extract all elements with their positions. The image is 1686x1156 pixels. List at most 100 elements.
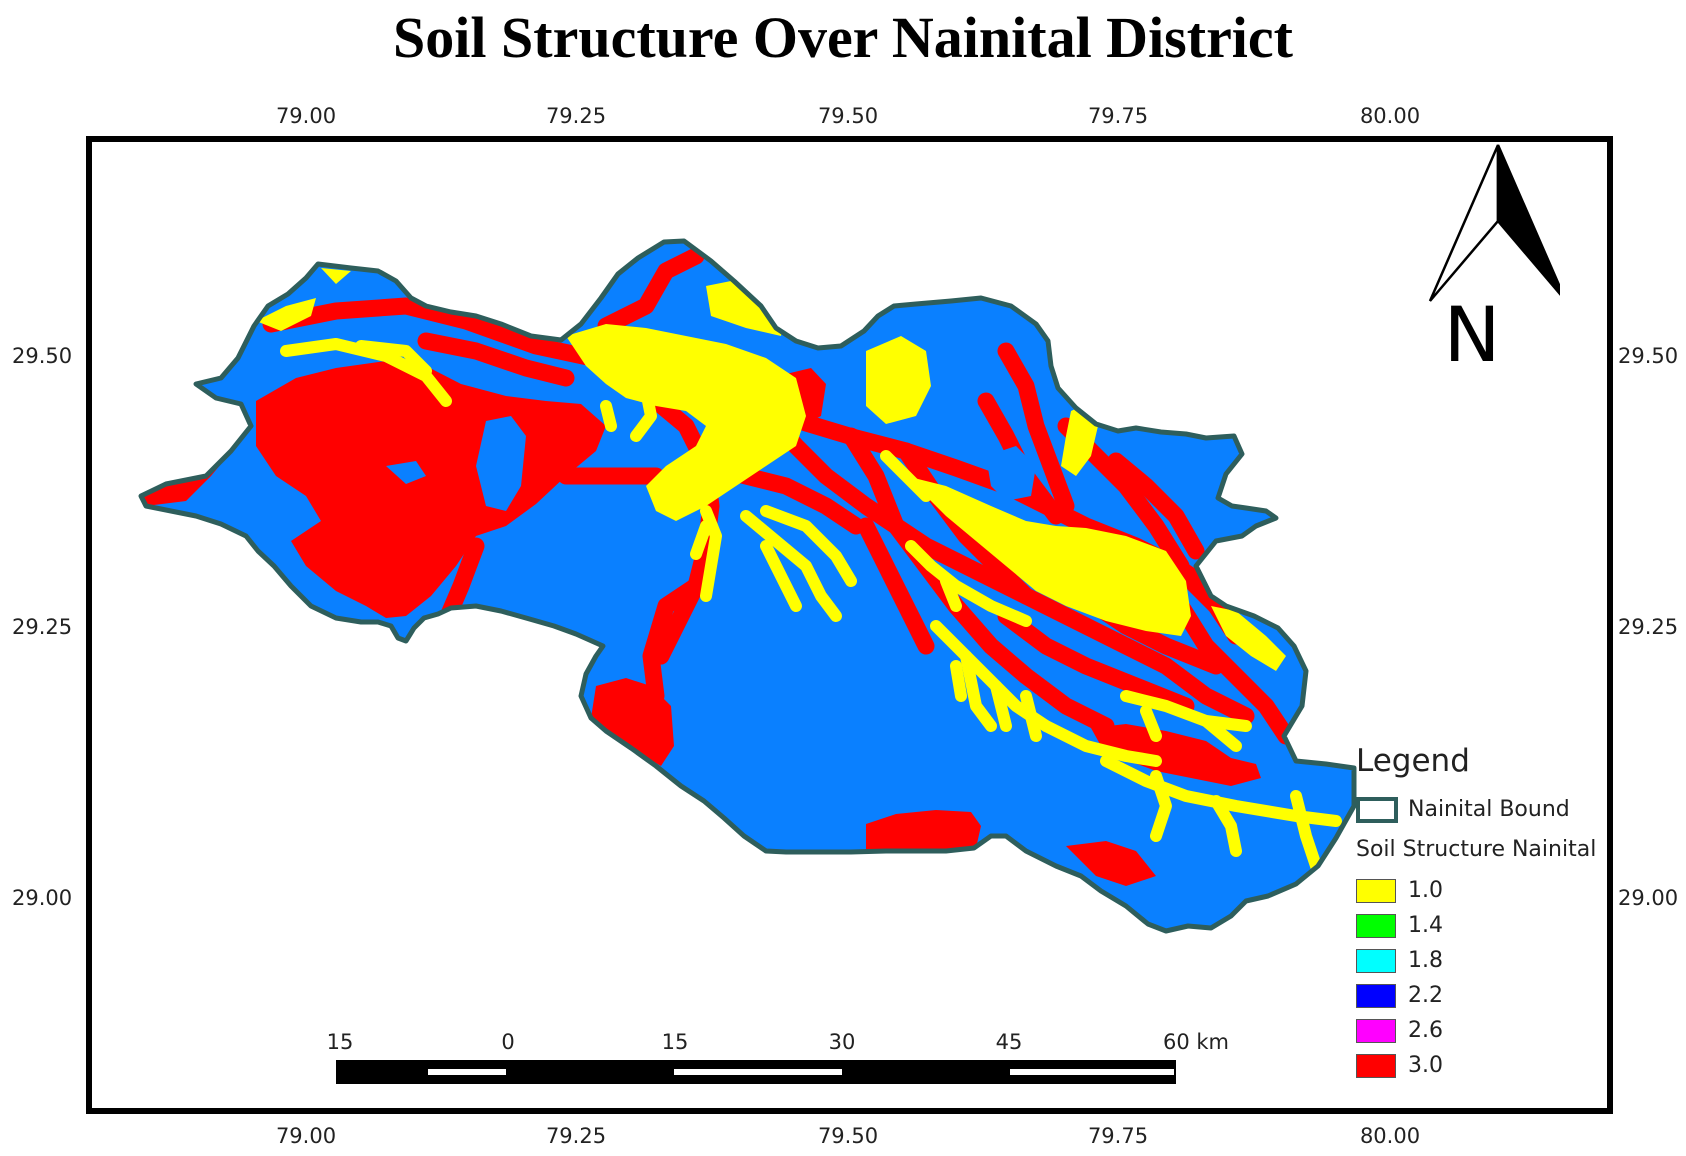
soil-class-1-area (321, 268, 351, 284)
soil-class-1-channel (940, 575, 962, 612)
soil-class-3-channel (447, 447, 495, 515)
scalebar-label: 60 km (1162, 1030, 1230, 1054)
north-arrow-right-half (1496, 144, 1560, 296)
district-boundary (138, 238, 1357, 934)
legend-class-label: 3.0 (1408, 1053, 1443, 1078)
soil-class-1-channel (600, 400, 617, 432)
soil-class-1-channel (950, 660, 967, 702)
soil-class-3-channel (857, 517, 935, 655)
scalebar-segment (428, 1062, 506, 1069)
legend-class-label: 2.2 (1408, 983, 1443, 1008)
legend-class-label: 2.6 (1408, 1018, 1443, 1043)
soil-class-3-channel (757, 402, 1255, 725)
scalebar-segment (674, 1075, 842, 1082)
x-tick-bottom: 79.25 (545, 1124, 607, 1148)
north-letter: N (1443, 290, 1501, 379)
legend-swatch (1356, 984, 1396, 1008)
soil-class-3-channel (417, 332, 575, 387)
x-tick-top: 79.25 (545, 104, 607, 128)
x-tick-top: 79.50 (817, 104, 879, 128)
legend-class-label: 1.4 (1408, 913, 1443, 938)
y-tick-left: 29.50 (12, 344, 73, 368)
soil-class-3-channel (597, 247, 705, 335)
scalebar-segment (428, 1069, 506, 1075)
soil-class-1-channel (1290, 790, 1322, 872)
soil-class-3-channel (997, 607, 1195, 715)
scalebar-label: 45 (995, 1030, 1023, 1054)
soil-class-1-channel (760, 540, 802, 612)
soil-class-3-area (256, 361, 606, 618)
scalebar-label: 30 (828, 1030, 856, 1054)
y-tick-right: 29.25 (1618, 615, 1679, 639)
north-arrow-left-half (1428, 144, 1500, 302)
soil-class-3-area (1066, 841, 1156, 886)
boundary-swatch (1356, 797, 1398, 823)
soil-class-1-area (256, 298, 316, 331)
scalebar-label: 0 (501, 1030, 515, 1054)
scalebar-segment (674, 1062, 842, 1069)
x-tick-bottom: 80.00 (1359, 1124, 1421, 1148)
soil-class-1-channel (1140, 705, 1162, 742)
soil-class-1-channel (1210, 795, 1242, 857)
layer-title: Soil Structure Nainital (1356, 837, 1597, 862)
soil-class-1-area (1061, 404, 1098, 476)
soil-class-1-area (866, 336, 931, 424)
x-tick-top: 80.00 (1359, 104, 1421, 128)
soil-class-1-area (906, 476, 1191, 636)
soil-class-3-area (1091, 724, 1261, 786)
x-tick-bottom: 79.00 (275, 1124, 337, 1148)
x-tick-bottom: 79.75 (1087, 1124, 1149, 1148)
soil-class-1-channel (1200, 715, 1242, 752)
scalebar-segment (842, 1062, 1010, 1082)
soil-class-1-channel (990, 680, 1012, 732)
scalebar (336, 1060, 1176, 1084)
soil-class-2-pocket (986, 446, 1036, 501)
legend-swatch (1356, 1019, 1396, 1043)
y-tick-right: 29.50 (1618, 344, 1679, 368)
soil-class-3-channel (642, 577, 705, 705)
soil-class-2-pocket (386, 461, 426, 484)
x-tick-bottom: 79.50 (817, 1124, 879, 1148)
soil-class-3-channel (262, 297, 1215, 595)
legend-swatch (1356, 1054, 1396, 1078)
scalebar-segment (428, 1075, 506, 1082)
soil-class-3-channel (1107, 452, 1205, 560)
soil-class-1-channel (630, 385, 657, 442)
soil-class-3-channel (997, 342, 1075, 515)
soil-structure-layer (138, 238, 1357, 934)
north-arrow-icon (1428, 144, 1560, 302)
legend-class-label: 1.0 (1408, 878, 1443, 903)
soil-class-1-channel (355, 340, 432, 377)
x-tick-top: 79.75 (1087, 104, 1149, 128)
y-tick-left: 29.00 (12, 886, 73, 910)
scalebar-label: 15 (326, 1030, 354, 1054)
soil-class-1-area (566, 324, 806, 521)
y-tick-left: 29.25 (12, 615, 73, 639)
scalebar-segment (338, 1062, 428, 1082)
boundary-label: Nainital Bound (1408, 797, 1570, 822)
soil-class-1-channel (740, 510, 842, 622)
map-title: Soil Structure Over Nainital District (393, 5, 1293, 70)
y-tick-right: 29.00 (1618, 886, 1679, 910)
soil-class-1-channel (880, 450, 932, 502)
map-canvas[interactable] (92, 142, 1607, 1108)
scalebar-segment (506, 1062, 674, 1082)
scalebar-segment (674, 1069, 842, 1075)
soil-class-1-channel (280, 338, 452, 407)
legend-swatch (1356, 949, 1396, 973)
legend-swatch (1356, 914, 1396, 938)
scalebar-segment (1010, 1075, 1174, 1082)
soil-class-1-channel (960, 650, 997, 732)
map-frame (86, 136, 1613, 1114)
legend-class-label: 1.8 (1408, 948, 1443, 973)
soil-class-1-channel (1020, 690, 1042, 742)
scalebar-segment (1010, 1069, 1174, 1075)
soil-class-1-channel (1040, 720, 1162, 767)
legend-swatch (1356, 879, 1396, 903)
soil-class-1-channel (760, 505, 857, 587)
soil-class-1-channel (690, 520, 712, 560)
legend: Legend Nainital Bound Soil Structure Nai… (1346, 735, 1606, 1110)
soil-class-1-channel (1150, 770, 1172, 842)
soil-class-1-channel (905, 540, 1032, 627)
x-tick-top: 79.00 (275, 104, 337, 128)
